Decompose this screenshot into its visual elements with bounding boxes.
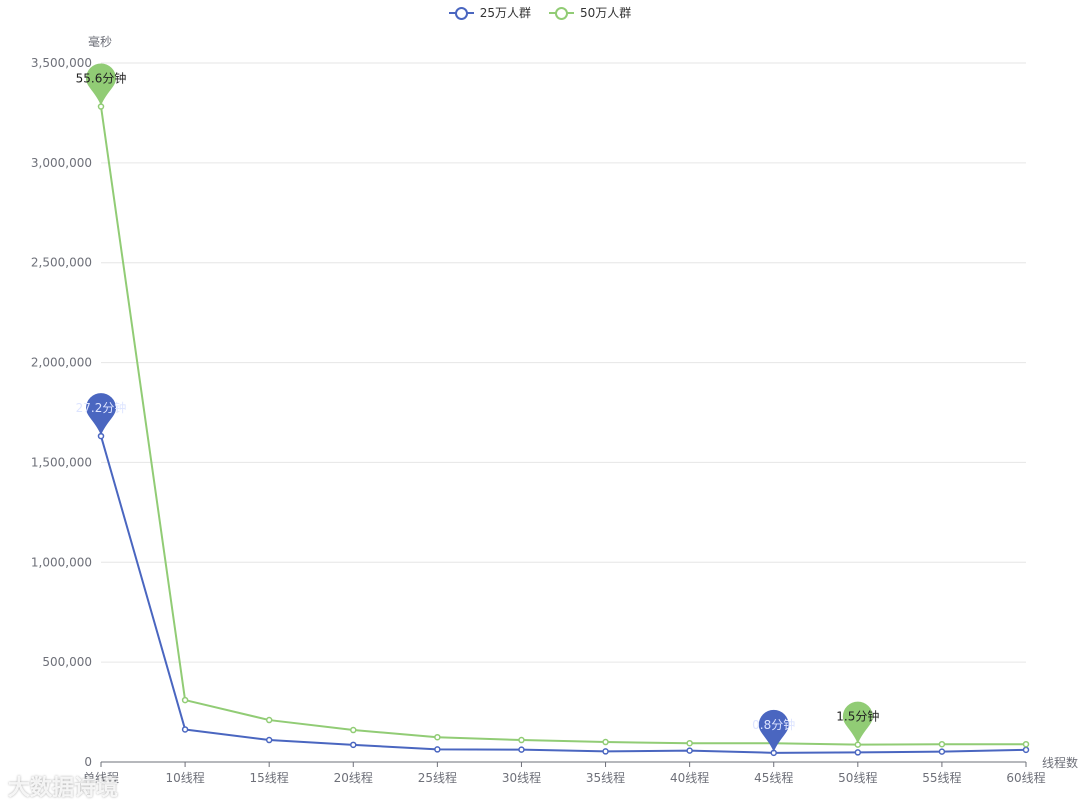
- y-tick-label: 0: [84, 755, 92, 769]
- watermark-logo: 大数据诗境: [8, 776, 119, 801]
- x-axis-label: 线程数: [1042, 755, 1078, 770]
- pin-marker-series-2: [86, 63, 116, 106]
- pin-label: 55.6分钟: [76, 71, 127, 86]
- series-line-2: [100, 106, 1026, 746]
- data-point-series-2: [602, 738, 609, 746]
- data-point-series-1: [518, 746, 525, 753]
- y-tick-label: 1,000,000: [31, 555, 92, 569]
- data-point-series-2: [434, 733, 441, 741]
- legend-swatch-series-1: [448, 6, 474, 20]
- series-line-1: [100, 435, 1027, 754]
- x-tick-label: 15线程: [250, 770, 289, 785]
- pin-label: 1.5分钟: [836, 709, 879, 724]
- data-point-series-2: [1022, 740, 1030, 748]
- data-point-series-2: [686, 739, 693, 747]
- data-point-series-1: [602, 748, 609, 755]
- y-tick-label: 3,000,000: [31, 156, 92, 170]
- pin-marker-series-2: [842, 701, 873, 744]
- legend-label-series-2: 50万人群: [580, 6, 632, 20]
- x-tick-label: 10线程: [165, 770, 204, 785]
- data-point-series-1: [181, 726, 189, 733]
- y-tick-label: 2,000,000: [31, 356, 92, 370]
- x-tick-label: 45线程: [754, 770, 793, 785]
- data-point-series-2: [938, 740, 946, 748]
- pin-marker-series-1: [758, 709, 789, 752]
- legend-label-series-1: 25万人群: [479, 6, 531, 20]
- y-tick-label: 2,500,000: [31, 256, 92, 270]
- pin-label: 0.8分钟: [752, 717, 795, 732]
- data-point-series-2: [518, 736, 525, 744]
- data-point-series-1: [854, 749, 862, 756]
- y-axis-label: 毫秒: [88, 34, 112, 49]
- x-tick-label: 单线程: [83, 770, 119, 785]
- chart-legend: 25万人群 50万人群: [0, 4, 1080, 21]
- y-tick-label: 500,000: [42, 655, 92, 669]
- data-point-series-1: [350, 741, 357, 749]
- pin-label: 27.2分钟: [76, 400, 127, 415]
- x-tick-label: 50线程: [838, 770, 877, 785]
- x-tick-label: 55线程: [922, 770, 961, 785]
- data-point-series-1: [686, 747, 693, 754]
- data-point-series-2: [265, 716, 273, 724]
- y-tick-label: 3,500,000: [31, 56, 92, 70]
- legend-item-series-1[interactable]: 25万人群: [448, 4, 531, 21]
- legend-item-series-2[interactable]: 50万人群: [549, 4, 631, 21]
- data-point-series-1: [265, 736, 273, 744]
- data-point-series-1: [1022, 746, 1030, 754]
- x-tick-label: 30线程: [502, 770, 541, 785]
- x-tick-label: 35线程: [586, 770, 625, 785]
- x-tick-label: 60线程: [1006, 770, 1045, 785]
- data-point-series-2: [181, 696, 189, 704]
- y-tick-label: 1,500,000: [31, 455, 92, 469]
- pin-marker-series-1: [86, 393, 116, 436]
- x-tick-label: 25线程: [418, 770, 457, 785]
- x-tick-label: 20线程: [334, 770, 373, 785]
- legend-swatch-series-2: [549, 6, 574, 20]
- data-point-series-2: [350, 726, 357, 734]
- data-point-series-1: [434, 746, 441, 753]
- x-tick-label: 40线程: [670, 770, 709, 785]
- data-point-series-1: [938, 748, 946, 755]
